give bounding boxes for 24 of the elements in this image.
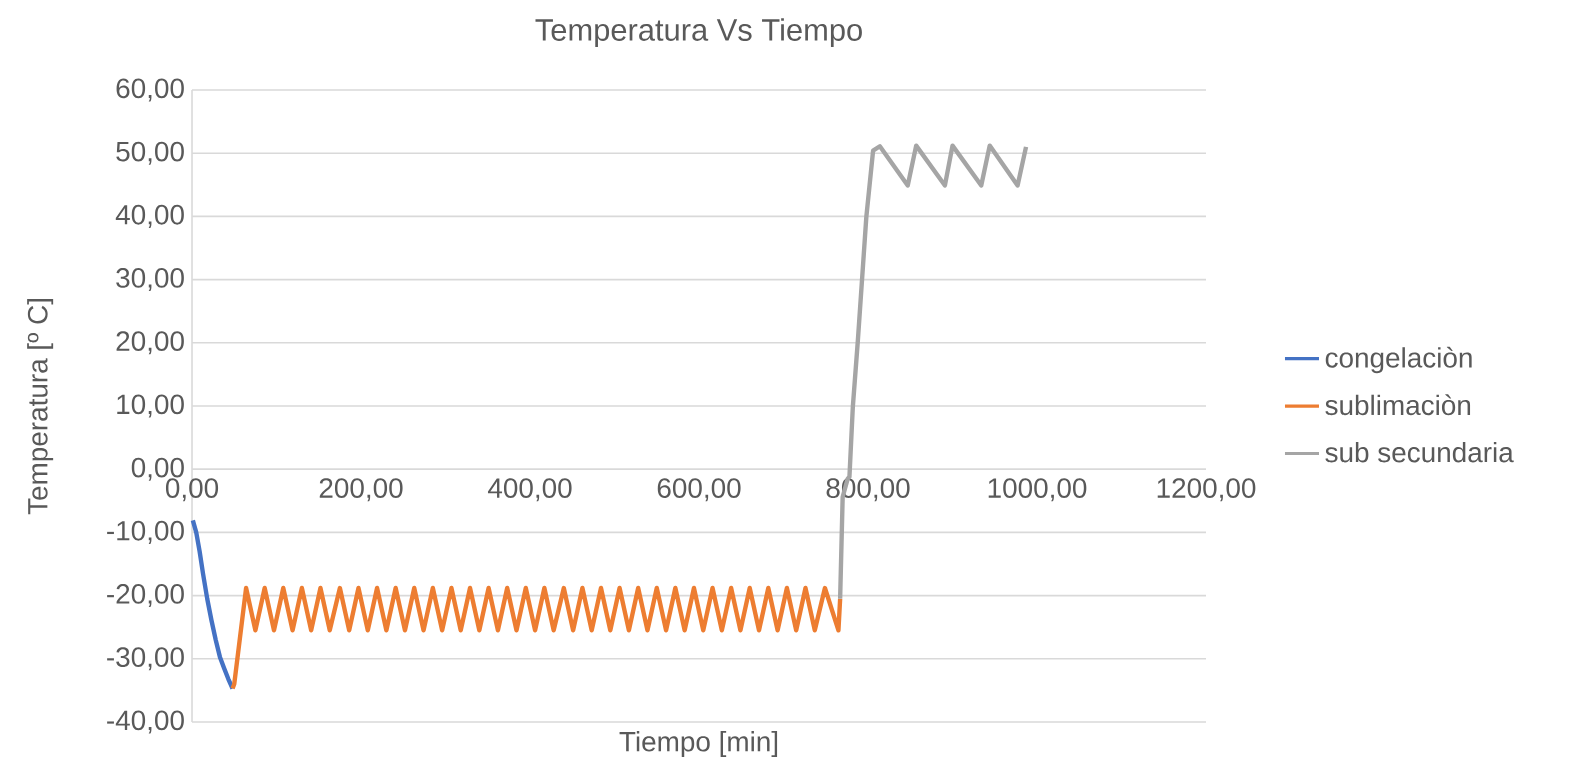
y-tick-label: -30,00 <box>107 647 184 671</box>
legend-label: congelaciòn <box>1325 346 1472 374</box>
x-tick-label: 200,00 <box>319 478 403 502</box>
y-tick-label: 10,00 <box>117 394 184 418</box>
y-tick-label: -10,00 <box>107 520 184 544</box>
legend-label: sublimaciòn <box>1325 394 1471 416</box>
x-tick-label: 400,00 <box>487 478 572 502</box>
chart-title: Temperatura Vs Tiempo <box>535 18 862 47</box>
line-series <box>230 585 843 691</box>
y-tick-label: 50,00 <box>116 141 184 165</box>
x-tick-label: 600,00 <box>657 478 741 502</box>
legend-label: sub secundaria <box>1325 441 1514 463</box>
y-tick-label: 40,00 <box>115 204 184 228</box>
y-tick-label: -40,00 <box>107 710 184 734</box>
y-tick-label: 60,00 <box>116 78 184 102</box>
y-tick-label: 30,00 <box>116 268 184 292</box>
x-tick-label: 1000,00 <box>988 478 1087 502</box>
x-axis-title: Tiempo [min] <box>619 731 778 758</box>
y-tick-label: 20,00 <box>116 331 184 355</box>
x-tick-label: 800,00 <box>826 478 910 502</box>
y-tick-label: -20,00 <box>107 584 184 608</box>
x-tick-label: 1200,00 <box>1157 478 1256 502</box>
line-series <box>190 518 235 691</box>
y-axis-title: Temperatura [º C] <box>27 299 54 515</box>
